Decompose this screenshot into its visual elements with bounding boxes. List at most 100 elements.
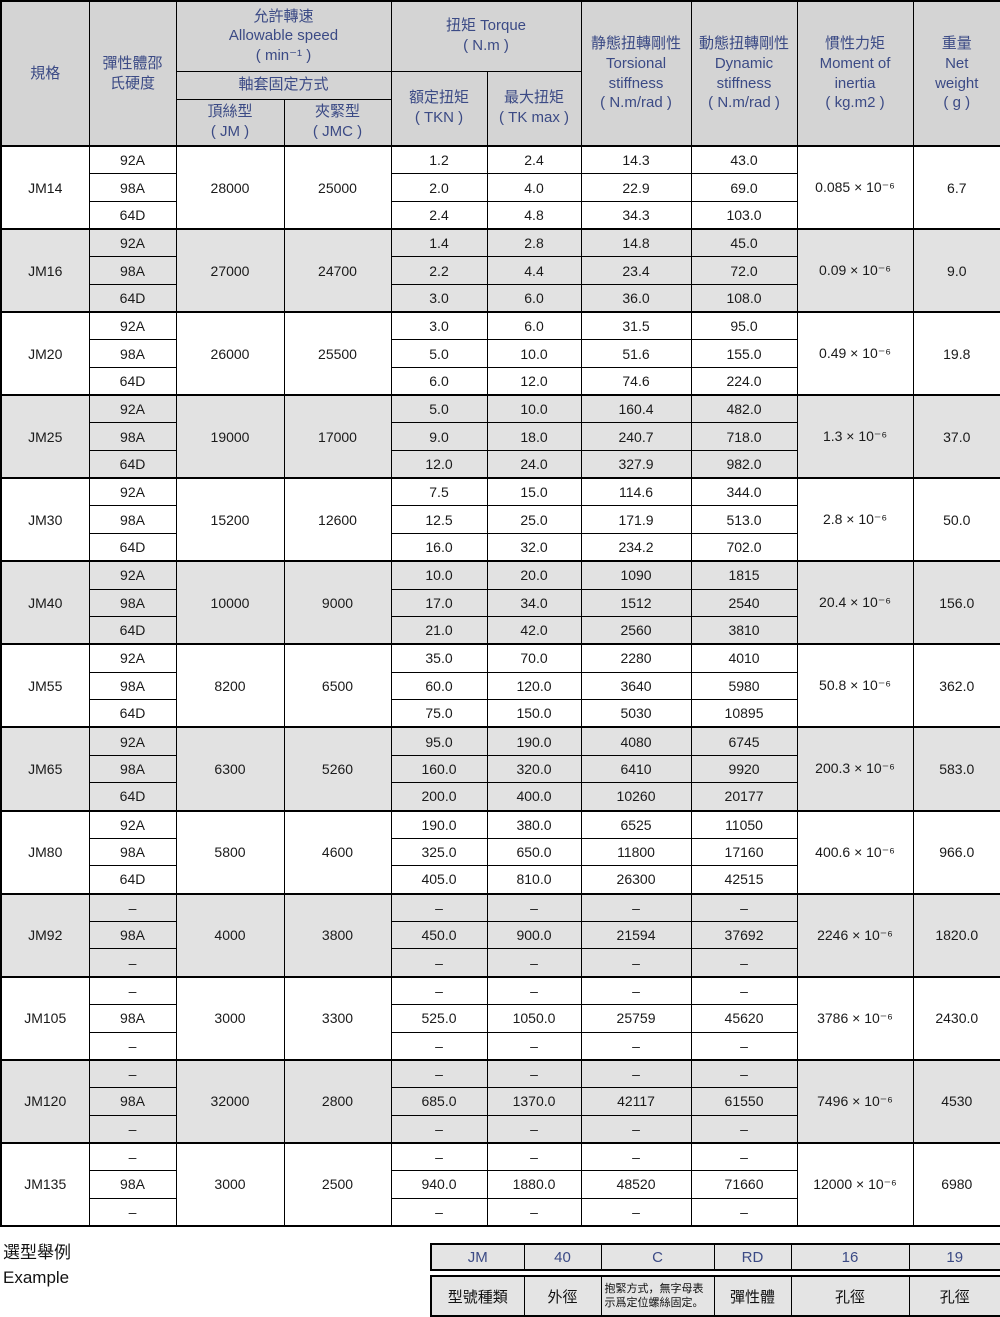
dynamic-stiffness-cell: 45.0 [690, 228, 798, 258]
example-label-bore2: 孔徑 [908, 1275, 1000, 1317]
weight-cell: 362.0 [912, 643, 1000, 728]
dynamic-stiffness-cell: 11050 [690, 809, 798, 839]
rated-torque-cell: 16.0 [390, 533, 488, 562]
torsional-stiffness-cell: 22.9 [580, 173, 692, 202]
hardness-cell: 98A [88, 920, 177, 950]
max-torque-cell: 320.0 [486, 754, 582, 784]
dynamic-stiffness-cell: 3810 [690, 616, 798, 645]
example-label-elastomer: 彈性體 [713, 1275, 792, 1317]
max-torque-cell: 380.0 [486, 809, 582, 839]
rated-torque-cell: 95.0 [390, 726, 488, 756]
max-torque-cell: 34.0 [486, 588, 582, 618]
dynamic-stiffness-cell: – [690, 1031, 798, 1061]
hardness-cell: 64D [88, 200, 177, 230]
max-torque-cell: 15.0 [486, 477, 582, 507]
dynamic-stiffness-cell: 6745 [690, 726, 798, 756]
weight-cell: 6.7 [912, 144, 1000, 230]
max-torque-cell: 150.0 [486, 699, 582, 728]
example-code-size: 40 [523, 1243, 602, 1271]
max-torque-cell: 650.0 [486, 837, 582, 867]
dynamic-stiffness-cell: 2540 [690, 588, 798, 618]
hardness-cell: – [88, 975, 177, 1005]
torsional-stiffness-cell: 6410 [580, 754, 692, 784]
spec-row: JM135–3000 2500– – – –12000 × 10⁻⁶ 6980 [0, 1141, 1000, 1227]
rated-torque-cell: 2.2 [390, 256, 488, 285]
hardness-cell: 92A [88, 394, 177, 424]
speed-jmc-cell: 2500 [283, 1141, 392, 1227]
rated-torque-cell: 2.4 [390, 200, 488, 230]
torsional-stiffness-cell: 160.4 [580, 394, 692, 424]
weight-cell: 37.0 [912, 394, 1000, 479]
inertia-cell: 20.4 × 10⁻⁶ [796, 560, 914, 645]
rated-torque-cell: – [390, 1141, 488, 1171]
max-torque-cell: 6.0 [486, 311, 582, 341]
hardness-cell: 98A [88, 256, 177, 285]
example-caption: 選型舉例 Example [3, 1241, 71, 1290]
torsional-stiffness-cell: 114.6 [580, 477, 692, 507]
header-hardness: 彈性體邵 氏硬度 [88, 0, 177, 147]
speed-jm-cell: 3000 [175, 975, 285, 1061]
rated-torque-cell: 160.0 [390, 754, 488, 784]
max-torque-cell: 120.0 [486, 671, 582, 701]
hardness-cell: 98A [88, 1086, 177, 1116]
torsional-stiffness-cell: 21594 [580, 920, 692, 950]
model-cell: JM16 [0, 228, 90, 313]
rated-torque-cell: 1.4 [390, 228, 488, 258]
example-code-series: JM [430, 1243, 525, 1271]
dynamic-stiffness-cell: 71660 [690, 1169, 798, 1199]
speed-jmc-cell: 9000 [283, 560, 392, 645]
weight-cell: 583.0 [912, 726, 1000, 812]
spec-row: 64D 21.0 42.0 2560 3810 [1, 616, 1000, 645]
rated-torque-cell: 200.0 [390, 782, 488, 811]
dynamic-stiffness-cell: 37692 [690, 920, 798, 950]
speed-jm-cell: 19000 [175, 394, 285, 479]
hardness-cell: 64D [88, 450, 177, 479]
dynamic-stiffness-cell: 45620 [690, 1003, 798, 1033]
dynamic-stiffness-cell: – [690, 1114, 798, 1144]
example-code-elastomer: RD [713, 1243, 792, 1271]
max-torque-cell: – [486, 1031, 582, 1061]
spec-row: 64D 12.0 24.0 327.9 982.0 [1, 450, 1000, 479]
inertia-cell: 0.49 × 10⁻⁶ [796, 311, 914, 396]
torsional-stiffness-cell: – [580, 1058, 692, 1088]
hardness-cell: 92A [88, 560, 177, 590]
speed-jm-cell: 32000 [175, 1058, 285, 1144]
rated-torque-cell: 5.0 [390, 339, 488, 368]
dynamic-stiffness-cell: 20177 [690, 782, 798, 811]
spec-row: 64D 200.0 400.0 10260 20177 [1, 782, 1000, 811]
rated-torque-cell: 35.0 [390, 643, 488, 673]
spec-row: – – – – – [1, 948, 1000, 978]
torsional-stiffness-cell: – [580, 975, 692, 1005]
torsional-stiffness-cell: 1512 [580, 588, 692, 618]
dynamic-stiffness-cell: 1815 [690, 560, 798, 590]
spec-row: JM14 92A 28000 25000 1.2 2.4 14.3 43.0 0.085 × 1… [0, 144, 1000, 230]
spec-row: 98A 940.0 1880.0 48520 71660 [1, 1169, 1000, 1199]
rated-torque-cell: – [390, 1058, 488, 1088]
model-cell: JM135 [0, 1141, 90, 1227]
spec-row: JM92–4000 3800– – – –2246 × 10⁻⁶ 1820.0 [0, 892, 1000, 978]
speed-jmc-cell: 24700 [283, 228, 392, 313]
hardness-cell: – [88, 892, 177, 922]
spec-row: 64D 16.0 32.0 234.2 702.0 [1, 533, 1000, 562]
max-torque-cell: 25.0 [486, 505, 582, 535]
model-cell: JM40 [0, 560, 90, 645]
torsional-stiffness-cell: 11800 [580, 837, 692, 867]
weight-cell: 19.8 [912, 311, 1000, 396]
example-section: JM 40 C RD 16 19 型號種類 外徑 抱緊方式，無字母表 示爲定位螺… [430, 1243, 1000, 1317]
example-code-table: JM 40 C RD 16 19 [430, 1243, 1000, 1271]
max-torque-cell: 1050.0 [486, 1003, 582, 1033]
spec-table-header: 規格 彈性體邵 氏硬度 允許轉速 Allowable speed ( min⁻¹… [0, 0, 1000, 147]
spec-row: 98A 60.0 120.0 3640 5980 [1, 671, 1000, 701]
max-torque-cell: 1370.0 [486, 1086, 582, 1116]
dynamic-stiffness-cell: 103.0 [690, 200, 798, 230]
hardness-cell: 92A [88, 726, 177, 756]
rated-torque-cell: 190.0 [390, 809, 488, 839]
inertia-cell: 2.8 × 10⁻⁶ [796, 477, 914, 562]
speed-jmc-cell: 3300 [283, 975, 392, 1061]
dynamic-stiffness-cell: 61550 [690, 1086, 798, 1116]
rated-torque-cell: 3.0 [390, 283, 488, 313]
hardness-cell: – [88, 1197, 177, 1227]
hardness-cell: 98A [88, 754, 177, 784]
rated-torque-cell: – [390, 892, 488, 922]
dynamic-stiffness-cell: 4010 [690, 643, 798, 673]
